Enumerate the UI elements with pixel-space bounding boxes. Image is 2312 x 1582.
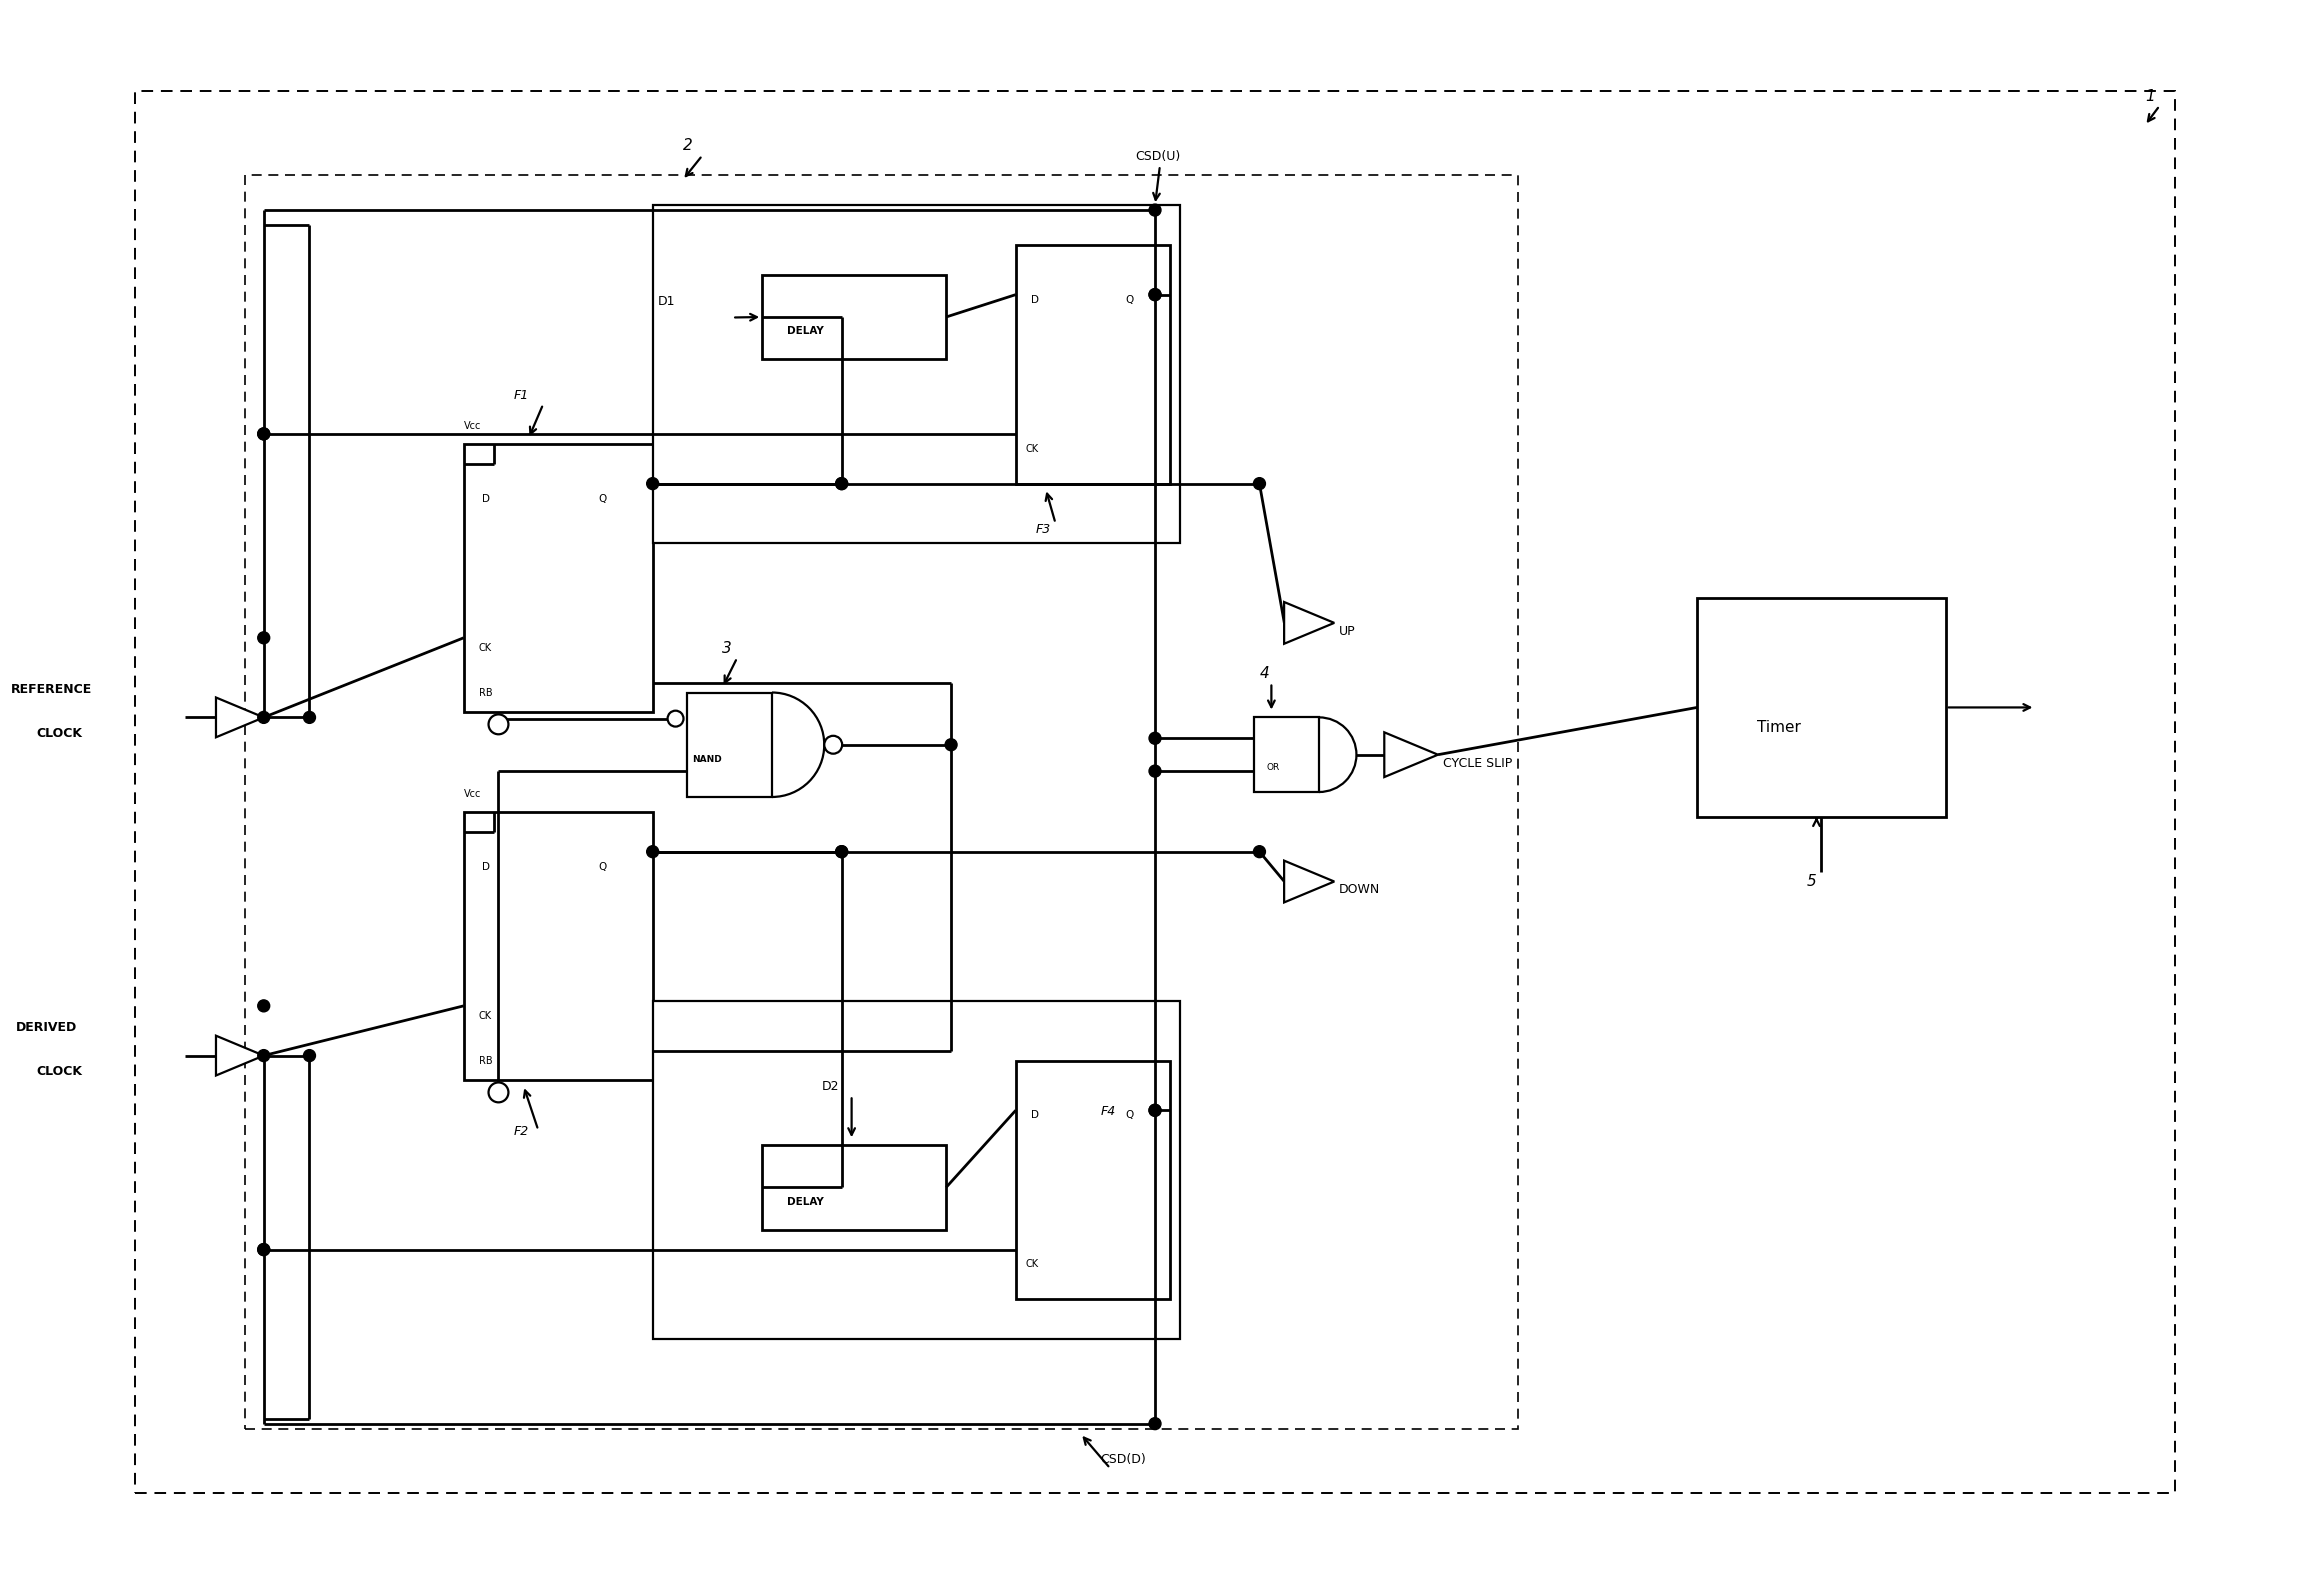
Circle shape [257, 427, 271, 440]
Text: 4: 4 [1260, 666, 1269, 680]
Bar [652, 206, 1179, 543]
Bar [1015, 1060, 1170, 1299]
Circle shape [488, 715, 509, 734]
Bar [245, 176, 1519, 1429]
Circle shape [303, 712, 314, 723]
Text: RB: RB [479, 688, 492, 698]
Polygon shape [215, 698, 264, 737]
Text: CLOCK: CLOCK [37, 728, 81, 740]
Circle shape [1149, 1104, 1161, 1117]
Text: CYCLE SLIP: CYCLE SLIP [1443, 756, 1512, 769]
Text: D2: D2 [821, 1081, 839, 1093]
Circle shape [488, 1082, 509, 1103]
Text: CK: CK [479, 642, 492, 653]
Text: F4: F4 [1101, 1106, 1117, 1118]
Text: REFERENCE: REFERENCE [12, 682, 92, 696]
Bar [1015, 245, 1170, 484]
Circle shape [1149, 288, 1161, 301]
Text: 3: 3 [721, 641, 733, 655]
Text: D1: D1 [657, 294, 675, 307]
Circle shape [647, 846, 659, 857]
Bar [763, 1145, 946, 1229]
Bar [465, 445, 652, 712]
Bar [1255, 717, 1320, 793]
Text: Vcc: Vcc [465, 421, 481, 430]
Text: CLOCK: CLOCK [37, 1066, 81, 1079]
Circle shape [1149, 204, 1161, 217]
Text: 5: 5 [1806, 875, 1817, 889]
Text: Timer: Timer [1757, 720, 1801, 736]
Polygon shape [1283, 603, 1334, 644]
Circle shape [1149, 732, 1161, 744]
Text: Q: Q [599, 862, 606, 872]
Circle shape [257, 427, 271, 440]
Text: UP: UP [1339, 625, 1355, 638]
Text: DELAY: DELAY [786, 1198, 823, 1207]
Circle shape [835, 478, 849, 489]
Text: DELAY: DELAY [786, 326, 823, 337]
Text: D: D [481, 494, 490, 503]
Circle shape [825, 736, 842, 753]
Text: CK: CK [1027, 1259, 1038, 1269]
Circle shape [668, 710, 684, 726]
Text: Q: Q [1126, 294, 1133, 305]
Bar [1697, 598, 1947, 816]
Circle shape [647, 478, 659, 489]
Text: RB: RB [479, 1055, 492, 1066]
Circle shape [1149, 288, 1161, 301]
Circle shape [835, 846, 849, 857]
Text: CSD(D): CSD(D) [1101, 1454, 1147, 1467]
Circle shape [257, 1243, 271, 1256]
Text: 2: 2 [682, 138, 691, 153]
Circle shape [946, 739, 957, 751]
Text: CK: CK [1027, 445, 1038, 454]
Text: Q: Q [1126, 1111, 1133, 1120]
Circle shape [257, 631, 271, 644]
Circle shape [1253, 478, 1265, 489]
Text: F2: F2 [513, 1125, 529, 1137]
Polygon shape [1385, 732, 1438, 777]
Circle shape [257, 1243, 271, 1256]
Text: DOWN: DOWN [1339, 883, 1380, 897]
Text: 1: 1 [2146, 89, 2155, 104]
Bar [136, 90, 2176, 1493]
Circle shape [1149, 1417, 1161, 1430]
Text: D: D [1031, 1111, 1038, 1120]
Text: NAND: NAND [694, 755, 721, 764]
Circle shape [835, 846, 849, 857]
Circle shape [257, 1049, 271, 1062]
Text: D: D [1031, 294, 1038, 305]
Text: D: D [481, 862, 490, 872]
Circle shape [835, 478, 849, 489]
Circle shape [257, 712, 271, 723]
Circle shape [1149, 1104, 1161, 1117]
Polygon shape [1283, 861, 1334, 902]
Polygon shape [215, 1036, 264, 1076]
Text: OR: OR [1267, 763, 1279, 772]
Bar [652, 1001, 1179, 1338]
Bar [687, 693, 772, 797]
Text: Q: Q [599, 494, 606, 503]
Bar [763, 275, 946, 359]
Text: Vcc: Vcc [465, 789, 481, 799]
Circle shape [303, 1049, 314, 1062]
Text: F1: F1 [513, 389, 529, 402]
Text: F3: F3 [1036, 524, 1052, 536]
Text: CK: CK [479, 1011, 492, 1020]
Text: CSD(U): CSD(U) [1135, 150, 1181, 163]
Circle shape [257, 1000, 271, 1012]
Bar [465, 812, 652, 1081]
Circle shape [1253, 846, 1265, 857]
Text: DERIVED: DERIVED [16, 1020, 76, 1033]
Circle shape [1149, 766, 1161, 777]
